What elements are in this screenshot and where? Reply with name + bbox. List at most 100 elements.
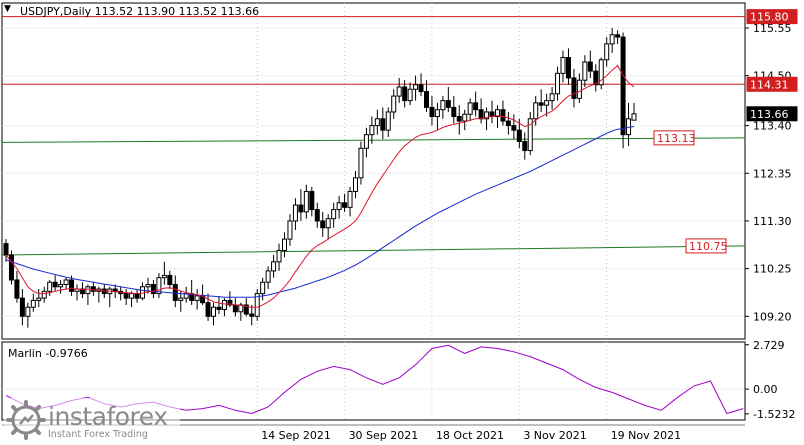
candle-bear <box>429 106 435 118</box>
candle-bull <box>265 270 271 283</box>
candle-bear <box>456 116 462 122</box>
candle-bull <box>363 134 369 149</box>
candle-bull <box>36 297 42 301</box>
candle-bull <box>527 118 533 152</box>
price-label-box <box>746 106 798 122</box>
candle-bull <box>211 306 217 317</box>
collapse-triangle-icon[interactable]: ▼ <box>4 4 11 14</box>
price-label-box <box>653 130 695 146</box>
indicator-label: Marlin -0.9766 <box>8 347 88 360</box>
candle-bear <box>90 286 96 292</box>
candle-bear <box>478 109 484 120</box>
candle-bear <box>593 70 599 86</box>
candle-bear <box>52 281 58 288</box>
candle-bull <box>145 284 151 288</box>
candle-bull <box>41 290 47 299</box>
candle-bull <box>30 299 36 308</box>
candle-bear <box>232 304 238 313</box>
candle-bull <box>292 204 298 222</box>
candle-bear <box>69 279 75 292</box>
candle-bull <box>85 286 91 295</box>
price-label: 114.31 <box>750 78 789 91</box>
candle-bull <box>276 249 282 263</box>
candle-bear <box>511 125 517 131</box>
x-tick-label: 18 Oct 2021 <box>436 429 504 442</box>
x-tick-label: 3 Nov 2021 <box>523 429 586 442</box>
candle-bull <box>484 111 490 120</box>
candle-bull <box>336 202 342 211</box>
candle-bull <box>303 190 309 213</box>
oscillator-tick-label: -1.5232 <box>753 408 795 421</box>
x-tick-label: 19 Nov 2021 <box>611 429 681 442</box>
candle-bear <box>3 243 9 256</box>
price-label: 110.75 <box>689 240 728 253</box>
candle-bull <box>560 56 566 74</box>
candle-bull <box>221 299 227 310</box>
candle-bull <box>555 72 561 95</box>
candle-bear <box>473 102 479 111</box>
candle-bull <box>325 218 331 229</box>
candle-bull <box>462 113 468 122</box>
candle-bear <box>620 36 626 136</box>
candle-bull <box>434 109 440 118</box>
candle-bear <box>216 306 222 310</box>
watermark-name: instaforex <box>48 402 168 431</box>
candle-bear <box>112 288 118 292</box>
candle-bear <box>249 313 255 317</box>
candle-bull <box>271 261 277 272</box>
candle-bear <box>309 190 315 211</box>
candle-bear <box>418 84 424 93</box>
candle-bull <box>544 100 550 106</box>
price-label-box <box>685 238 727 254</box>
candle-bull <box>609 34 615 45</box>
x-tick-label: 14 Sep 2021 <box>261 429 331 442</box>
candle-bull <box>631 113 637 121</box>
x-tick-label: 30 Sep 2021 <box>349 429 419 442</box>
candle-bull <box>604 43 610 61</box>
candle-bull <box>598 59 604 86</box>
candle-bull <box>385 111 391 131</box>
candle-bull <box>391 95 397 113</box>
y-tick-label: 109.20 <box>753 310 792 323</box>
candle-bull <box>129 293 135 299</box>
candle-bear <box>19 297 25 317</box>
candle-bull <box>374 118 380 127</box>
price-label: 113.13 <box>657 132 696 145</box>
candle-bear <box>451 106 457 118</box>
candle-bear <box>445 100 451 108</box>
candle-bull <box>413 84 419 90</box>
oscillator-tick-label: 2.729 <box>753 339 785 352</box>
watermark: instaforex Instant Forex Trading <box>4 398 180 442</box>
candle-bear <box>243 304 249 315</box>
candle-bull <box>396 86 402 97</box>
candle-bull <box>194 295 200 301</box>
candle-bull <box>407 88 413 102</box>
candle-bull <box>161 274 167 279</box>
candle-bear <box>615 34 621 38</box>
candle-bull <box>260 281 266 295</box>
candle-bear <box>205 302 211 317</box>
ma-fast-line <box>5 64 635 308</box>
candle-bull <box>25 306 31 317</box>
y-tick-label: 115.55 <box>753 22 792 35</box>
candle-bull <box>47 281 53 292</box>
candle-bear <box>227 299 233 306</box>
candle-bear <box>522 140 528 152</box>
candle-bull <box>331 209 337 220</box>
candle-bear <box>172 284 178 301</box>
candle-bear <box>423 91 429 108</box>
y-tick-label: 112.35 <box>753 167 792 180</box>
oscillator-tick-label: 0.00 <box>753 383 778 396</box>
candle-bear <box>150 284 156 295</box>
y-tick-label: 113.40 <box>753 120 792 133</box>
candle-bull <box>63 279 69 286</box>
candle-bear <box>8 254 14 281</box>
candle-bear <box>320 220 326 229</box>
candle-bear <box>167 274 173 286</box>
candle-bull <box>282 238 288 251</box>
candle-bull <box>369 125 375 136</box>
candle-bull <box>347 190 353 208</box>
candle-bull <box>178 297 184 301</box>
